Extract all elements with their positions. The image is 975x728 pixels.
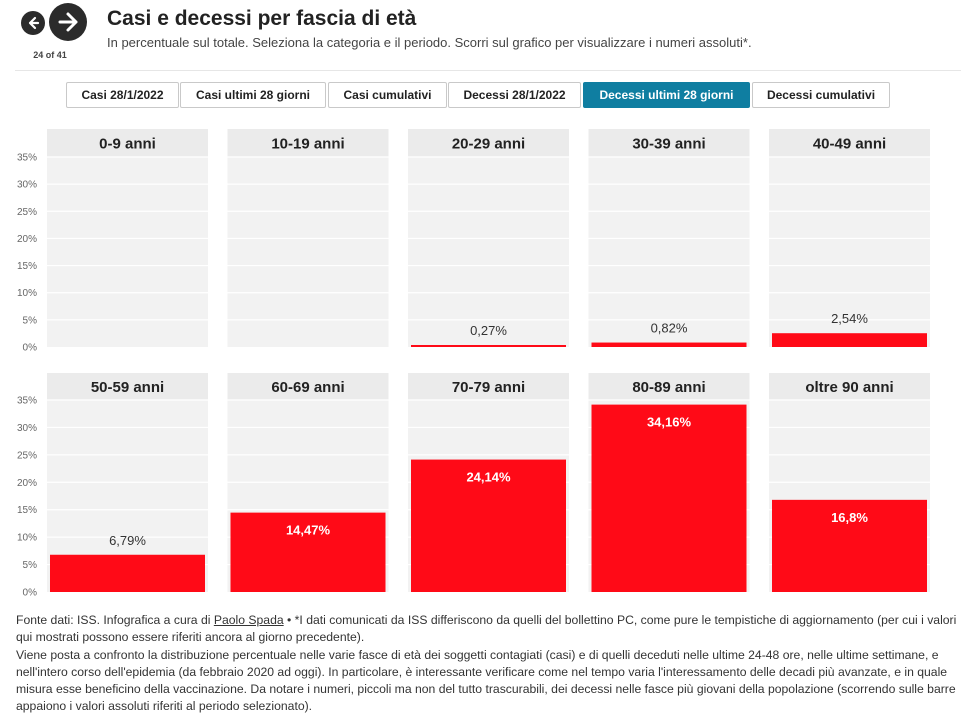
bar [230,512,386,592]
y-tick-label: 35% [17,153,37,164]
data-label: 34,16% [647,415,692,430]
panel-title: 30-39 anni [632,136,705,153]
bar [411,345,566,347]
data-label: 6,79% [109,533,146,548]
panel-header [47,373,208,400]
panel-title: 80-89 anni [632,379,705,396]
y-tick-label: 5% [23,315,38,326]
y-tick-label: 30% [17,180,37,191]
tab-decessi-ultimi-28-giorni[interactable]: Decessi ultimi 28 giorni [583,82,750,108]
bar [772,499,927,592]
panel-background [227,157,389,347]
tab-decessi-cumulativi[interactable]: Decessi cumulativi [752,82,890,108]
panel-title: 70-79 anni [452,379,525,396]
panel-header [588,373,750,400]
page-subtitle: In percentuale sul totale. Seleziona la … [107,35,752,50]
description-note: Viene posta a confronto la distribuzione… [16,647,956,714]
age-group-chart: 0% 5% 10% 15% 20% 25% 30% 35% 0-9 anni 10-19 anni… [17,129,930,599]
y-tick-label: 5% [23,560,38,571]
y-tick-label: 15% [17,505,37,516]
panel-header [47,129,208,157]
data-label: 0,27% [470,323,507,338]
y-tick-label: 25% [17,450,37,461]
y-tick-label: 35% [17,396,37,407]
panel-header [769,373,930,400]
bar [591,342,747,347]
panel-title: 60-69 anni [271,379,344,396]
panel-title: 50-59 anni [91,379,164,396]
bar [591,404,747,592]
slide-counter: 24 of 41 [33,50,67,60]
y-tick-label: 0% [23,343,38,354]
tab-casi-cumulativi[interactable]: Casi cumulativi [328,82,447,108]
panel-background [588,157,750,347]
y-tick-label: 20% [17,478,37,489]
panel-header [769,129,930,157]
panel-background [47,157,208,347]
page-title: Casi e decessi per fascia di età [107,7,417,30]
panel-header [408,129,569,157]
panel-background [769,157,930,347]
arrow-left-icon [28,16,40,30]
bar [772,333,927,347]
panel-title: 0-9 anni [99,136,156,153]
panel-title: 20-29 anni [452,136,525,153]
data-label: 24,14% [466,470,511,485]
y-tick-label: 25% [17,207,37,218]
header: 24 of 41 Casi e decessi per fascia di et… [0,0,975,70]
bar [50,554,205,592]
data-label: 0,82% [651,321,688,336]
panel-header [227,373,389,400]
panel-background [408,157,569,347]
arrow-right-icon [58,12,78,32]
footer-notes: Fonte dati: ISS. Infografica a cura di P… [16,612,961,716]
y-tick-label: 10% [17,288,37,299]
tab-casi-ultimi-28-giorni[interactable]: Casi ultimi 28 giorni [180,82,326,108]
next-button[interactable] [49,3,87,41]
author-link[interactable]: Paolo Spada [213,613,284,627]
y-tick-label: 15% [17,261,37,272]
panel-header [227,129,389,157]
panel-header [408,373,569,400]
panel-title: 10-19 anni [271,136,344,153]
divider [15,70,961,71]
prev-button[interactable] [21,11,45,35]
y-tick-label: 20% [17,234,37,245]
data-label: 2,54% [831,311,868,326]
tab-casi-28-1-2022[interactable]: Casi 28/1/2022 [66,82,179,108]
y-tick-label: 0% [23,588,38,599]
bar [411,459,566,592]
source-note: Fonte dati: ISS. Infografica a cura di P… [16,613,957,645]
data-label: 16,8% [831,510,868,525]
panel-title: 40-49 anni [813,136,886,153]
panel-header [588,129,750,157]
tab-decessi-28-1-2022[interactable]: Decessi 28/1/2022 [448,82,581,108]
data-label: 14,47% [286,523,331,538]
panel-title: oltre 90 anni [805,379,893,396]
y-tick-label: 10% [17,533,37,544]
y-tick-label: 30% [17,423,37,434]
